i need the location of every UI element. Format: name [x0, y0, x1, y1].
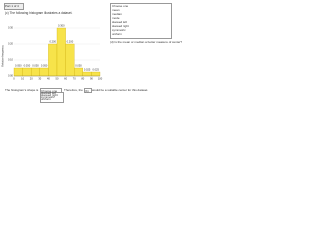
x-tick-label: 10 — [21, 77, 24, 81]
x-tick-label: 0 — [13, 77, 15, 81]
value-label: 0.050 — [15, 64, 22, 68]
dropdown-list: skewed left skewed right symmetric uniform — [41, 90, 58, 102]
part-label: Part 1 of 4 — [5, 3, 19, 8]
bar — [74, 67, 83, 77]
side-text: (d) Is the mean or median a better measu… — [110, 40, 183, 44]
option[interactable]: skewed left — [112, 20, 128, 24]
option[interactable]: symmetric — [41, 94, 55, 99]
option[interactable]: mean — [112, 8, 120, 12]
option[interactable]: skewed left — [41, 90, 57, 95]
value-label: 0.200 — [67, 40, 74, 44]
bar — [31, 67, 40, 77]
value-label: 0.025 — [84, 68, 91, 72]
x-tick-label: 60 — [64, 77, 67, 81]
bar — [22, 67, 32, 77]
value-label: 0.050 — [41, 64, 48, 68]
y-tick-label: 0.00 — [8, 74, 14, 78]
value-label: 0.300 — [58, 24, 65, 28]
question: (c) The following histogram illustrates … — [5, 11, 73, 15]
x-tick-label: 90 — [90, 77, 93, 81]
options-list: Choose one mean median mode skewed left skewe… — [112, 4, 129, 36]
bar — [56, 27, 66, 77]
option[interactable]: uniform — [41, 97, 52, 102]
option[interactable]: uniform — [112, 32, 123, 36]
bar — [48, 43, 58, 77]
prompt-before: The histogram's shape is — [5, 88, 39, 92]
option[interactable]: mode — [112, 16, 120, 20]
bar — [82, 71, 92, 77]
x-tick-label: 100 — [98, 77, 103, 81]
bar — [39, 67, 49, 77]
option[interactable]: skewed right — [112, 24, 129, 28]
part-box — [4, 3, 24, 10]
dropdown — [40, 91, 64, 103]
prompt-after: Therefore, the — [64, 88, 83, 92]
y-tick-label: 0.20 — [8, 42, 14, 46]
options-panel — [110, 3, 172, 39]
value-label: 0.025 — [92, 68, 99, 72]
value-label: 0.200 — [49, 40, 56, 44]
bar — [91, 71, 101, 77]
x-tick-label: 80 — [81, 77, 84, 81]
center-select[interactable]: (b) — [84, 87, 92, 94]
value-label: 0.050 — [24, 64, 31, 68]
page: Part 1 of 4 (c) The following histogram … — [0, 0, 200, 103]
value-label: 0.050 — [32, 64, 39, 68]
x-tick-label: 40 — [47, 77, 50, 81]
option[interactable]: Choose one — [112, 4, 129, 8]
y-tick-label: 0.30 — [8, 26, 14, 30]
value-label: 0.050 — [75, 64, 82, 68]
chart: Relative frequency 0.00 0.10 0.20 0.30 0.050… — [1, 24, 103, 81]
y-tick-label: 0.10 — [8, 58, 14, 62]
x-tick-label: 50 — [56, 77, 59, 81]
x-tick-label: 30 — [38, 77, 41, 81]
option[interactable]: symmetric — [112, 28, 126, 32]
x-tick-label: 20 — [30, 77, 33, 81]
bar — [65, 43, 75, 77]
option[interactable]: skewed right — [41, 92, 58, 97]
bar — [13, 67, 23, 77]
option[interactable]: median — [112, 12, 122, 16]
x-tick-label: 70 — [73, 77, 76, 81]
y-axis-label: Relative frequency — [1, 45, 5, 67]
prompt-tail: would be a suitable center for this data… — [92, 88, 149, 92]
